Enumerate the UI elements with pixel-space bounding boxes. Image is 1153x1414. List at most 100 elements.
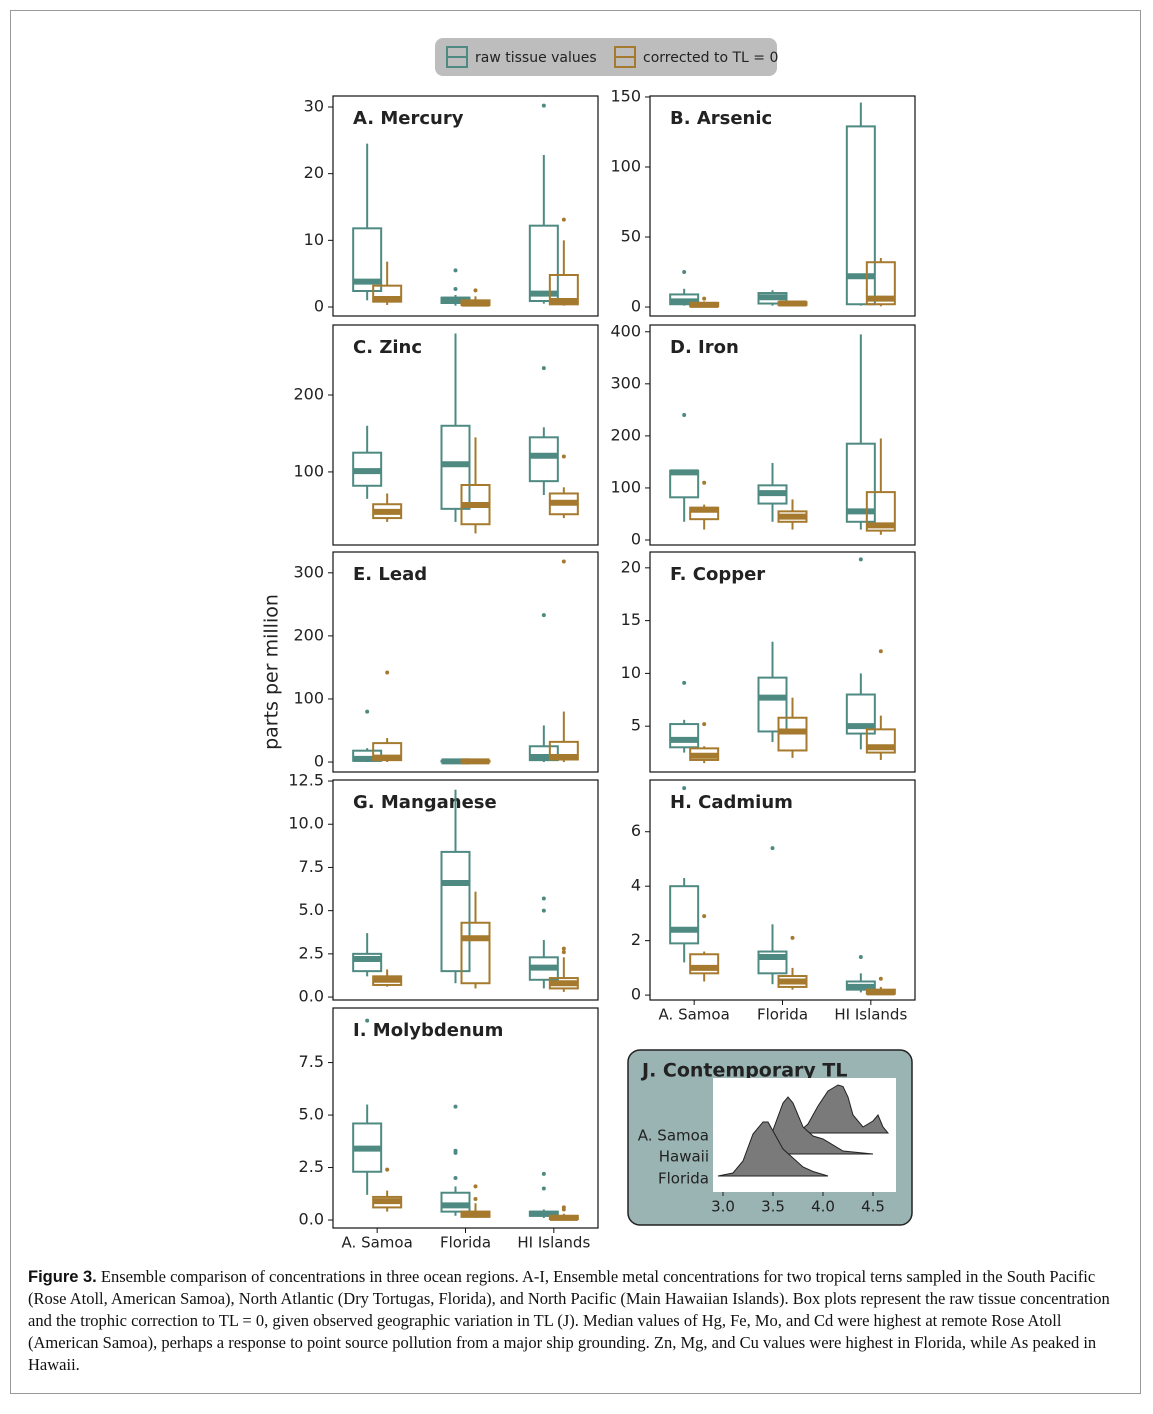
y-tick-label: 30 xyxy=(304,97,324,116)
y-tick-label: 400 xyxy=(610,321,641,340)
outlier xyxy=(473,1184,478,1189)
box xyxy=(352,227,383,292)
legend-box xyxy=(435,38,777,76)
panel-frame xyxy=(332,95,599,317)
y-tick-label: 20 xyxy=(621,557,641,576)
outlier xyxy=(858,557,863,562)
outlier xyxy=(541,366,546,371)
outlier xyxy=(682,270,687,275)
panel-title: A. Mercury xyxy=(353,108,464,129)
box xyxy=(548,274,579,306)
box xyxy=(440,424,471,510)
y-tick-label: 10 xyxy=(621,663,641,682)
panel-frame xyxy=(649,551,916,773)
y-tick-label: 0 xyxy=(314,752,324,771)
box xyxy=(669,723,700,749)
figure: parts per million raw tissue values corre… xyxy=(261,38,916,1252)
x-tick-label: Florida xyxy=(757,1006,808,1024)
caption: Figure 3. Ensemble comparison of concent… xyxy=(28,1266,1128,1376)
y-tick-label: 20 xyxy=(304,163,324,182)
y-tick-label: 2 xyxy=(631,930,641,949)
y-tick-label: 0 xyxy=(314,297,324,316)
box xyxy=(669,885,700,945)
panel-frame xyxy=(332,1007,599,1229)
y-tick-label: 12.5 xyxy=(288,771,324,790)
outlier xyxy=(858,954,863,959)
panel-title: B. Arsenic xyxy=(670,108,772,129)
box xyxy=(757,950,788,975)
outlier xyxy=(561,1207,566,1212)
row-label: Florida xyxy=(658,1170,709,1188)
outlier xyxy=(682,680,687,685)
y-tick-label: 5.0 xyxy=(299,900,324,919)
box xyxy=(528,745,559,762)
x-tick-label: HI Islands xyxy=(517,1234,590,1252)
box xyxy=(865,261,896,306)
outlier xyxy=(702,480,707,485)
x-tick-label: HI Islands xyxy=(834,1006,907,1024)
box xyxy=(689,953,720,975)
outlier xyxy=(561,217,566,222)
outlier xyxy=(385,670,390,675)
y-tick-label: 100 xyxy=(610,156,641,175)
x-tick-label: A. Samoa xyxy=(342,1234,413,1252)
y-tick-label: 5.0 xyxy=(299,1105,324,1124)
panel-title: I. Molybdenum xyxy=(353,1020,503,1041)
outlier xyxy=(561,559,566,564)
outlier xyxy=(541,1186,546,1191)
y-tick-label: 0 xyxy=(631,530,641,549)
outlier xyxy=(682,413,687,418)
outlier xyxy=(365,1018,370,1023)
y-tick-label: 15 xyxy=(621,610,641,629)
panel-title: H. Cadmium xyxy=(670,792,793,813)
y-axis-label: parts per million xyxy=(261,594,283,750)
outlier xyxy=(770,846,775,851)
outlier xyxy=(541,1171,546,1176)
panel-frame xyxy=(332,551,599,773)
outlier xyxy=(561,454,566,459)
x-tick-label: Florida xyxy=(440,1234,491,1252)
x-tick-label: 4.0 xyxy=(811,1198,835,1216)
y-tick-label: 7.5 xyxy=(299,1052,324,1071)
outlier xyxy=(453,268,458,273)
y-tick-label: 10.0 xyxy=(288,814,324,833)
legend-label: corrected to TL = 0 xyxy=(643,50,778,66)
figure-frame xyxy=(10,10,1141,1394)
y-tick-label: 4 xyxy=(631,876,641,895)
outlier xyxy=(453,1176,458,1181)
box xyxy=(440,850,471,973)
box xyxy=(352,952,383,973)
box xyxy=(845,125,876,306)
row-label: Hawaii xyxy=(659,1148,709,1166)
outlier xyxy=(453,1104,458,1109)
y-tick-label: 50 xyxy=(621,227,641,246)
panel-title: D. Iron xyxy=(670,337,739,358)
row-label: A. Samoa xyxy=(638,1127,709,1145)
y-tick-label: 200 xyxy=(610,425,641,444)
outlier xyxy=(541,896,546,901)
box xyxy=(865,491,896,532)
outlier xyxy=(702,914,707,919)
box xyxy=(440,1191,471,1213)
y-tick-label: 300 xyxy=(293,562,324,581)
panel-title: E. Lead xyxy=(353,564,427,585)
outlier xyxy=(561,950,566,955)
panel-title: J. Contemporary TL xyxy=(640,1060,847,1082)
panel-title: G. Manganese xyxy=(353,792,497,813)
box xyxy=(757,676,788,733)
box xyxy=(528,224,559,303)
panel-title: C. Zinc xyxy=(353,337,422,358)
box xyxy=(528,436,559,483)
y-tick-label: 10 xyxy=(304,230,324,249)
y-tick-label: 5 xyxy=(631,716,641,735)
panel-frame xyxy=(649,324,916,546)
panel-frame xyxy=(649,95,916,317)
density-ridge xyxy=(796,1084,890,1134)
y-tick-label: 200 xyxy=(293,385,324,404)
outlier xyxy=(541,613,546,618)
box xyxy=(845,693,876,735)
outlier xyxy=(365,709,370,714)
density-ridge xyxy=(717,1121,829,1177)
y-tick-label: 100 xyxy=(293,461,324,480)
y-tick-label: 100 xyxy=(293,688,324,707)
